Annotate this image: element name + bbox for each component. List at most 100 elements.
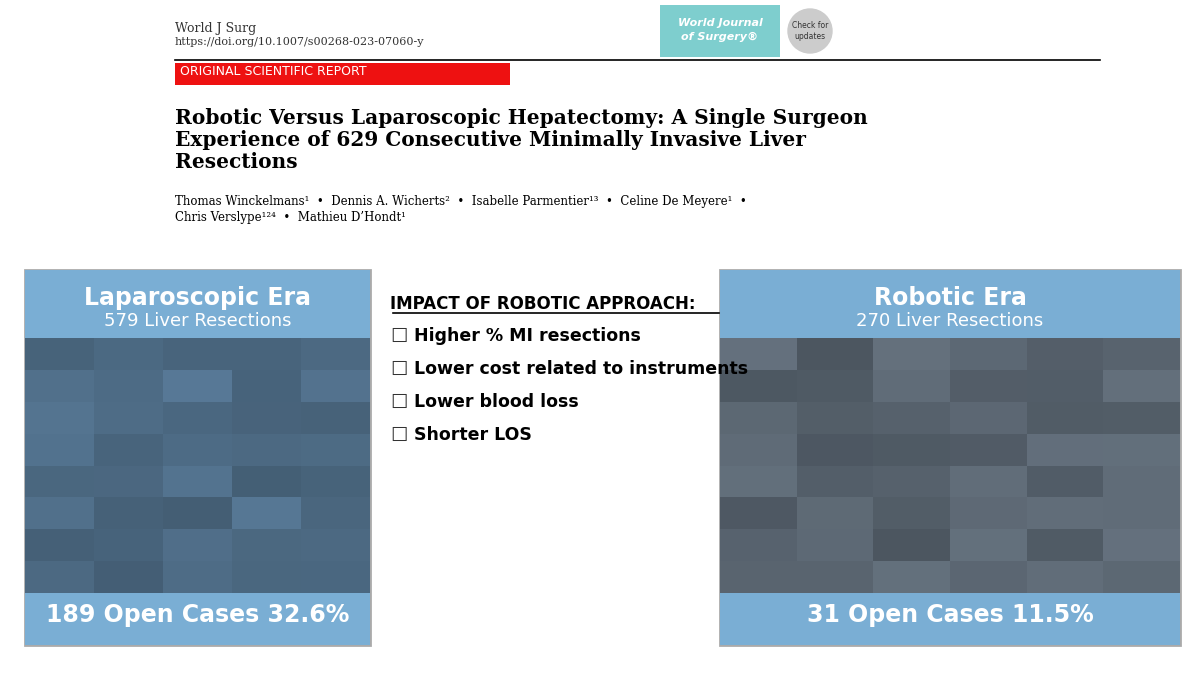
FancyBboxPatch shape	[232, 402, 301, 433]
FancyBboxPatch shape	[301, 497, 370, 529]
FancyBboxPatch shape	[950, 338, 1027, 370]
FancyBboxPatch shape	[797, 370, 874, 402]
FancyBboxPatch shape	[301, 561, 370, 593]
FancyBboxPatch shape	[797, 529, 874, 561]
Text: 270 Liver Resections: 270 Liver Resections	[857, 312, 1044, 330]
FancyBboxPatch shape	[720, 270, 1180, 338]
FancyBboxPatch shape	[797, 466, 874, 497]
FancyBboxPatch shape	[25, 593, 370, 645]
FancyBboxPatch shape	[232, 466, 301, 497]
Text: World Journal: World Journal	[678, 18, 762, 28]
Text: ☐: ☐	[390, 360, 408, 379]
Text: 31 Open Cases 11.5%: 31 Open Cases 11.5%	[806, 603, 1093, 627]
FancyBboxPatch shape	[163, 561, 232, 593]
FancyBboxPatch shape	[1103, 561, 1180, 593]
FancyBboxPatch shape	[950, 466, 1027, 497]
FancyBboxPatch shape	[874, 370, 950, 402]
FancyBboxPatch shape	[25, 270, 370, 645]
Text: Check for
updates: Check for updates	[792, 22, 828, 40]
FancyBboxPatch shape	[94, 338, 163, 370]
Text: Laparoscopic Era: Laparoscopic Era	[84, 286, 311, 310]
FancyBboxPatch shape	[1027, 338, 1103, 370]
FancyBboxPatch shape	[301, 402, 370, 433]
FancyBboxPatch shape	[1027, 529, 1103, 561]
FancyBboxPatch shape	[950, 433, 1027, 466]
Circle shape	[788, 9, 832, 53]
Text: 189 Open Cases 32.6%: 189 Open Cases 32.6%	[46, 603, 349, 627]
FancyBboxPatch shape	[720, 270, 1180, 645]
FancyBboxPatch shape	[1027, 402, 1103, 433]
FancyBboxPatch shape	[232, 561, 301, 593]
FancyBboxPatch shape	[232, 370, 301, 402]
FancyBboxPatch shape	[720, 529, 797, 561]
FancyBboxPatch shape	[25, 270, 370, 338]
Text: ☐: ☐	[390, 426, 408, 445]
FancyBboxPatch shape	[94, 561, 163, 593]
FancyBboxPatch shape	[1103, 466, 1180, 497]
Text: Robotic Era: Robotic Era	[874, 286, 1026, 310]
Text: https://doi.org/10.1007/s00268-023-07060-y: https://doi.org/10.1007/s00268-023-07060…	[175, 37, 425, 47]
Text: Chris Verslype¹²⁴  •  Mathieu D’Hondt¹: Chris Verslype¹²⁴ • Mathieu D’Hondt¹	[175, 211, 406, 224]
FancyBboxPatch shape	[874, 433, 950, 466]
FancyBboxPatch shape	[232, 497, 301, 529]
FancyBboxPatch shape	[163, 497, 232, 529]
Text: ORIGINAL SCIENTIFIC REPORT: ORIGINAL SCIENTIFIC REPORT	[180, 65, 367, 78]
Text: of Surgery®: of Surgery®	[682, 32, 758, 42]
FancyBboxPatch shape	[94, 497, 163, 529]
FancyBboxPatch shape	[1103, 497, 1180, 529]
FancyBboxPatch shape	[94, 529, 163, 561]
FancyBboxPatch shape	[1027, 466, 1103, 497]
FancyBboxPatch shape	[720, 370, 797, 402]
FancyBboxPatch shape	[301, 370, 370, 402]
FancyBboxPatch shape	[25, 529, 94, 561]
FancyBboxPatch shape	[25, 338, 94, 370]
FancyBboxPatch shape	[163, 402, 232, 433]
FancyBboxPatch shape	[660, 5, 780, 57]
FancyBboxPatch shape	[720, 338, 797, 370]
Text: IMPACT OF ROBOTIC APPROACH:: IMPACT OF ROBOTIC APPROACH:	[390, 295, 696, 313]
FancyBboxPatch shape	[94, 466, 163, 497]
FancyBboxPatch shape	[720, 433, 797, 466]
FancyBboxPatch shape	[720, 402, 797, 433]
FancyBboxPatch shape	[232, 529, 301, 561]
FancyBboxPatch shape	[1103, 529, 1180, 561]
FancyBboxPatch shape	[301, 433, 370, 466]
FancyBboxPatch shape	[25, 370, 94, 402]
Text: 579 Liver Resections: 579 Liver Resections	[103, 312, 292, 330]
FancyBboxPatch shape	[950, 497, 1027, 529]
FancyBboxPatch shape	[94, 433, 163, 466]
FancyBboxPatch shape	[175, 63, 510, 85]
FancyBboxPatch shape	[950, 561, 1027, 593]
Text: Thomas Winckelmans¹  •  Dennis A. Wicherts²  •  Isabelle Parmentier¹³  •  Celine: Thomas Winckelmans¹ • Dennis A. Wicherts…	[175, 195, 746, 208]
FancyBboxPatch shape	[25, 338, 370, 593]
FancyBboxPatch shape	[720, 497, 797, 529]
FancyBboxPatch shape	[1027, 497, 1103, 529]
FancyBboxPatch shape	[163, 433, 232, 466]
FancyBboxPatch shape	[163, 529, 232, 561]
Text: Resections: Resections	[175, 152, 298, 172]
Text: ☐: ☐	[390, 327, 408, 346]
FancyBboxPatch shape	[1103, 370, 1180, 402]
FancyBboxPatch shape	[1027, 433, 1103, 466]
FancyBboxPatch shape	[797, 402, 874, 433]
Text: Robotic Versus Laparoscopic Hepatectomy: A Single Surgeon: Robotic Versus Laparoscopic Hepatectomy:…	[175, 108, 868, 128]
FancyBboxPatch shape	[797, 497, 874, 529]
Text: Higher % MI resections: Higher % MI resections	[414, 327, 641, 345]
FancyBboxPatch shape	[797, 433, 874, 466]
FancyBboxPatch shape	[25, 497, 94, 529]
Text: Lower cost related to instruments: Lower cost related to instruments	[414, 360, 748, 378]
FancyBboxPatch shape	[874, 561, 950, 593]
FancyBboxPatch shape	[25, 433, 94, 466]
FancyBboxPatch shape	[301, 466, 370, 497]
FancyBboxPatch shape	[232, 338, 301, 370]
Text: World J Surg: World J Surg	[175, 22, 257, 35]
FancyBboxPatch shape	[1027, 370, 1103, 402]
FancyBboxPatch shape	[720, 561, 797, 593]
FancyBboxPatch shape	[874, 402, 950, 433]
FancyBboxPatch shape	[25, 402, 94, 433]
FancyBboxPatch shape	[1103, 433, 1180, 466]
Text: ☐: ☐	[390, 393, 408, 412]
FancyBboxPatch shape	[163, 370, 232, 402]
FancyBboxPatch shape	[163, 466, 232, 497]
FancyBboxPatch shape	[874, 338, 950, 370]
